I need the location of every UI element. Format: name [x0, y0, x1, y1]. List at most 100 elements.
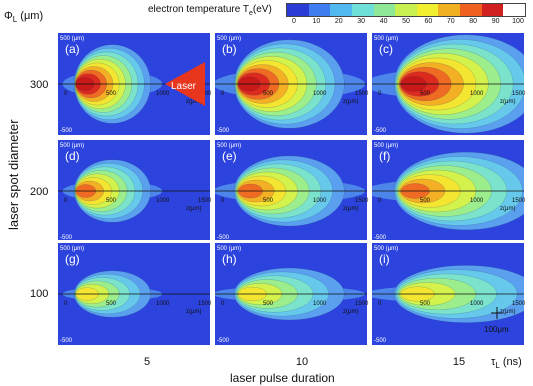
r-axis-top-label: 500 (μm) [217, 36, 241, 42]
z-axis-tick-label: 500 [420, 198, 431, 204]
z-axis-tick-label: 1000 [156, 198, 170, 204]
colorbar-tick-label: 70 [446, 18, 455, 25]
colorbar-tick-label: 50 [402, 18, 410, 25]
x-axis-title: laser pulse duration [230, 371, 335, 385]
panel-divider [58, 137, 524, 140]
z-axis-tick-label: 1000 [313, 301, 327, 307]
z-axis-tick-label: 0 [221, 91, 225, 97]
phi-symbol: Φ [4, 10, 13, 22]
colorbar-swatch [330, 4, 352, 16]
colorbar-swatch [460, 4, 482, 16]
colorbar-swatch [503, 4, 526, 16]
z-axis-tick-label: 1500 [355, 301, 369, 307]
z-axis-label: z(μm) [186, 206, 201, 212]
panel-h: (h)500 (μm) -500 0 500 1000 1500 z(μm) [215, 243, 369, 345]
z-axis-tick-label: 500 [420, 91, 431, 97]
panel-a: (a)500 (μm) -500 0 500 1000 1500 z(μm) [58, 33, 212, 135]
panel-label: (h) [222, 252, 237, 266]
y-axis-unit-label: ΦL (μm) [4, 10, 43, 24]
panel-divider [58, 240, 524, 243]
r-axis-top-label: 500 (μm) [217, 143, 241, 149]
panel-label: (i) [379, 252, 390, 266]
z-axis-label: z(μm) [186, 99, 201, 105]
z-axis-tick-label: 1000 [470, 198, 484, 204]
z-axis-tick-label: 1000 [313, 198, 327, 204]
panel-label: (a) [65, 42, 80, 56]
x-tick-label: 5 [143, 356, 151, 368]
r-axis-bottom-label: -500 [217, 128, 230, 134]
panel-i: (i)500 (μm) -500 0 500 1000 1500 z(μm) [372, 243, 526, 345]
z-axis-tick-label: 500 [106, 198, 117, 204]
colorbar-swatch [373, 4, 396, 16]
colorbar-tick-label: 30 [357, 18, 366, 25]
z-axis-label: z(μm) [343, 206, 358, 212]
z-axis-tick-label: 1000 [470, 91, 484, 97]
z-axis-tick-label: 0 [64, 301, 68, 307]
z-axis-tick-label: 500 [263, 198, 274, 204]
panel-b: (b)500 (μm) -500 0 500 1000 1500 z(μm) [215, 33, 369, 135]
z-axis-tick-label: 1000 [156, 91, 170, 97]
z-axis-label: z(μm) [343, 99, 358, 105]
panel-label: (g) [65, 252, 80, 266]
panel-label: (f) [379, 149, 390, 163]
r-axis-bottom-label: -500 [217, 235, 230, 241]
colorbar-tick-label: 0 [292, 18, 296, 25]
colorbar-tick-label: 10 [312, 18, 321, 25]
z-axis-tick-label: 500 [106, 91, 117, 97]
z-axis-tick-label: 1500 [512, 198, 526, 204]
r-axis-top-label: 500 (μm) [60, 143, 84, 149]
laser-label: Laser [171, 81, 197, 92]
r-axis-bottom-label: -500 [60, 235, 73, 241]
colorbar-swatch [416, 4, 439, 16]
r-axis-top-label: 500 (μm) [374, 36, 398, 42]
z-axis-label: z(μm) [343, 309, 358, 315]
x-tick-label: 15 [452, 356, 466, 368]
tau-unit: (ns) [502, 356, 522, 368]
z-axis-tick-label: 0 [221, 198, 225, 204]
z-axis-tick-label: 0 [64, 91, 68, 97]
z-axis-tick-label: 1500 [198, 91, 212, 97]
r-axis-top-label: 500 (μm) [374, 143, 398, 149]
colorbar-tick-label: 100 [512, 18, 524, 25]
z-axis-tick-label: 0 [64, 198, 68, 204]
x-tick-label: 10 [295, 356, 309, 368]
colorbar-swatch [481, 4, 504, 16]
z-axis-label: z(μm) [500, 309, 515, 315]
z-axis-label: z(μm) [500, 99, 515, 105]
r-axis-bottom-label: -500 [60, 338, 73, 344]
panel-divider [369, 33, 372, 343]
z-axis-label: z(μm) [186, 309, 201, 315]
z-axis-tick-label: 0 [378, 198, 382, 204]
r-axis-top-label: 500 (μm) [217, 246, 241, 252]
panel-d: (d)500 (μm) -500 0 500 1000 1500 z(μm) [58, 140, 212, 242]
y-tick-label: 200 [30, 186, 49, 198]
z-axis-tick-label: 1000 [313, 91, 327, 97]
r-axis-bottom-label: -500 [374, 235, 387, 241]
colorbar-tick-label: 40 [379, 18, 388, 25]
colorbar-swatch [287, 4, 309, 16]
y-tick-label: 300 [30, 79, 49, 91]
r-axis-bottom-label: -500 [374, 338, 387, 344]
panel-label: (e) [222, 149, 237, 163]
phi-subscript: L [12, 15, 18, 25]
colorbar-tick-label: 80 [469, 18, 478, 25]
colorbar-title: electron temperature Te(eV) [148, 4, 272, 17]
colorbar-tick-label: 90 [491, 18, 500, 25]
panel-g: (g)500 (μm) -500 0 500 1000 1500 z(μm) [58, 243, 212, 345]
z-axis-tick-label: 1500 [355, 91, 369, 97]
z-axis-label: z(μm) [500, 206, 515, 212]
z-axis-tick-label: 500 [263, 301, 274, 307]
colorbar-swatch [395, 4, 417, 16]
panel-label: (d) [65, 149, 80, 163]
tau-symbol: τ [491, 356, 496, 368]
colorbar-swatch [438, 4, 461, 16]
r-axis-bottom-label: -500 [60, 128, 73, 134]
x-axis-unit-label: τL (ns) [491, 356, 522, 370]
colorbar [286, 3, 526, 17]
panel-label: (b) [222, 42, 237, 56]
z-axis-tick-label: 0 [378, 91, 382, 97]
r-axis-bottom-label: -500 [374, 128, 387, 134]
panel-e: (e)500 (μm) -500 0 500 1000 1500 z(μm) [215, 140, 369, 242]
panel-divider [212, 33, 215, 343]
